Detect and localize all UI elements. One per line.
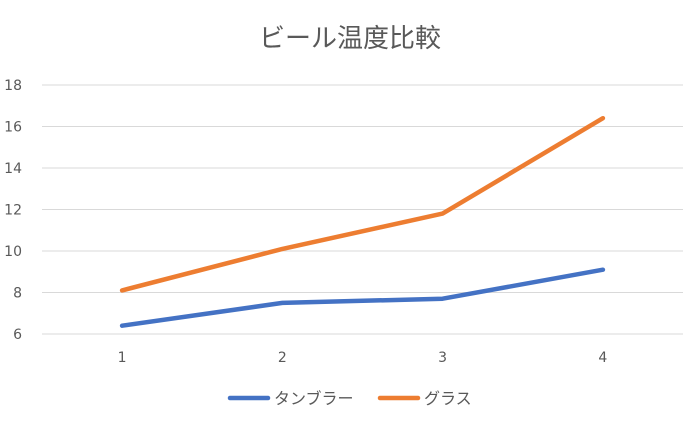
x-tick-label: 4 [598,350,607,366]
legend-label-1: グラス [424,389,472,408]
y-tick-label: 12 [4,203,22,219]
series-line-0 [122,270,603,326]
y-tick-label: 10 [4,244,22,260]
y-tick-label: 18 [4,78,22,94]
y-tick-label: 8 [13,286,22,302]
y-axis-tick-labels: 6 8 10 12 14 16 18 [4,78,22,343]
x-tick-label: 3 [438,350,447,366]
legend-label-0: タンブラー [274,389,354,408]
gridlines [42,85,683,334]
x-tick-label: 2 [278,350,287,366]
y-tick-label: 14 [4,161,22,177]
y-tick-label: 6 [13,327,22,343]
y-tick-label: 16 [4,120,22,136]
x-tick-label: 1 [118,350,127,366]
x-axis-tick-labels: 1 2 3 4 [118,350,608,366]
chart-title: ビール温度比較 [259,24,441,54]
legend: タンブラー グラス [230,389,472,408]
series-line-1 [122,118,603,290]
series-lines [122,118,603,326]
